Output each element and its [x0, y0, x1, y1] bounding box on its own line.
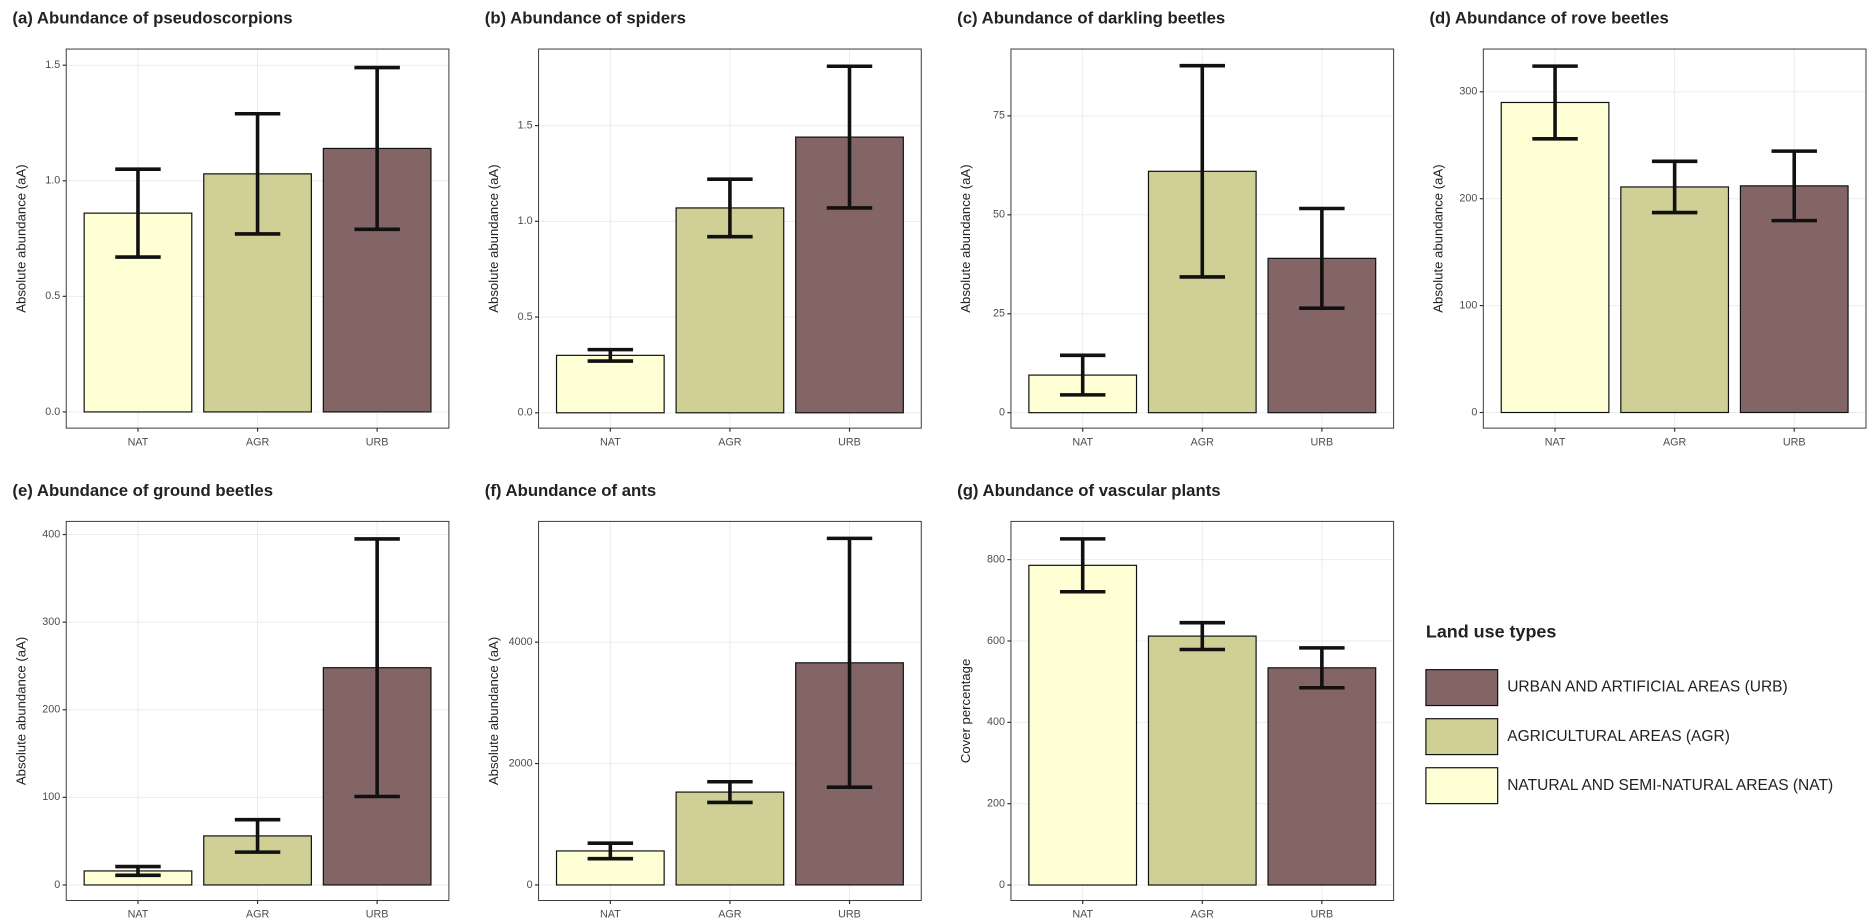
legend-swatch: [1426, 768, 1498, 804]
x-tick-label: AGR: [1191, 909, 1215, 921]
panel-title: (b) Abundance of spiders: [485, 9, 686, 28]
figure: Land use types (a) Abundance of pseudosc…: [0, 0, 1876, 922]
x-tick-label: NAT: [1545, 436, 1566, 448]
panel-title: (d) Abundance of rove beetles: [1429, 9, 1668, 28]
bar: [1029, 565, 1137, 885]
y-tick-label: 50: [993, 209, 1005, 221]
y-tick-label: 0: [527, 879, 533, 891]
x-tick-label: AGR: [246, 436, 270, 448]
y-tick-label: 0.0: [45, 406, 60, 418]
y-tick-label: 75: [993, 110, 1005, 122]
y-tick-label: 600: [987, 635, 1005, 647]
bar: [676, 208, 784, 413]
legend-label: URBAN AND ARTIFICIAL AREAS (URB): [1507, 679, 1788, 696]
x-tick-label: NAT: [600, 909, 621, 921]
x-tick-label: NAT: [1072, 436, 1093, 448]
y-tick-label: 0: [1471, 406, 1477, 418]
y-tick-label: 300: [1459, 86, 1477, 98]
y-tick-label: 200: [42, 704, 60, 716]
y-tick-label: 100: [42, 791, 60, 803]
x-tick-label: URB: [366, 909, 389, 921]
y-axis-label: Cover percentage: [958, 659, 973, 763]
panel-title: (g) Abundance of vascular plants: [957, 481, 1220, 500]
x-tick-label: AGR: [1191, 436, 1215, 448]
y-tick-label: 400: [987, 716, 1005, 728]
x-tick-label: AGR: [246, 909, 270, 921]
y-tick-label: 1.5: [45, 59, 60, 71]
bar: [1501, 102, 1609, 412]
bar: [557, 355, 665, 412]
y-tick-label: 2000: [509, 757, 533, 769]
y-tick-label: 100: [1459, 299, 1477, 311]
x-tick-label: URB: [1783, 436, 1806, 448]
y-axis-label: Absolute abundance (aA): [486, 637, 501, 785]
x-tick-label: AGR: [718, 436, 742, 448]
bar: [1621, 187, 1729, 413]
x-tick-label: URB: [366, 436, 389, 448]
x-tick-label: NAT: [600, 436, 621, 448]
y-tick-label: 25: [993, 308, 1005, 320]
y-tick-label: 200: [1459, 193, 1477, 205]
y-tick-label: 300: [42, 616, 60, 628]
x-tick-label: NAT: [128, 909, 149, 921]
y-tick-label: 0: [999, 407, 1005, 419]
bar: [1148, 636, 1256, 885]
y-axis-label: Absolute abundance (aA): [486, 164, 501, 312]
x-tick-label: AGR: [718, 909, 742, 921]
y-axis-label: Absolute abundance (aA): [13, 637, 28, 785]
panel-title: (a) Abundance of pseudoscorpions: [12, 9, 292, 28]
y-axis-label: Absolute abundance (aA): [1431, 164, 1446, 312]
x-tick-label: NAT: [128, 436, 149, 448]
panel-title: (c) Abundance of darkling beetles: [957, 9, 1225, 28]
y-axis-label: Absolute abundance (aA): [13, 164, 28, 312]
y-tick-label: 1.5: [518, 119, 533, 131]
legend-swatch: [1426, 719, 1498, 755]
x-tick-label: URB: [838, 436, 861, 448]
y-tick-label: 200: [987, 798, 1005, 810]
y-tick-label: 0.0: [518, 407, 533, 419]
legend-label: AGRICULTURAL AREAS (AGR): [1507, 728, 1730, 745]
x-tick-label: URB: [1311, 436, 1334, 448]
y-tick-label: 1.0: [45, 175, 60, 187]
x-tick-label: AGR: [1663, 436, 1687, 448]
y-tick-label: 400: [42, 528, 60, 540]
y-tick-label: 0.5: [518, 311, 533, 323]
bar: [676, 792, 784, 885]
y-tick-label: 0: [999, 879, 1005, 891]
y-axis-label: Absolute abundance (aA): [958, 164, 973, 312]
legend-title: Land use types: [1426, 621, 1557, 641]
x-tick-label: URB: [1311, 909, 1334, 921]
y-tick-label: 1.0: [518, 215, 533, 227]
legend-swatch: [1426, 670, 1498, 706]
y-tick-label: 0: [54, 879, 60, 891]
panel-title: (e) Abundance of ground beetles: [12, 481, 273, 500]
panel-title: (f) Abundance of ants: [485, 481, 656, 500]
legend-label: NATURAL AND SEMI-NATURAL AREAS (NAT): [1507, 777, 1833, 794]
x-tick-label: URB: [838, 909, 861, 921]
y-tick-label: 0.5: [45, 290, 60, 302]
bar: [1268, 668, 1376, 885]
y-tick-label: 4000: [509, 636, 533, 648]
y-tick-label: 800: [987, 553, 1005, 565]
x-tick-label: NAT: [1072, 909, 1093, 921]
